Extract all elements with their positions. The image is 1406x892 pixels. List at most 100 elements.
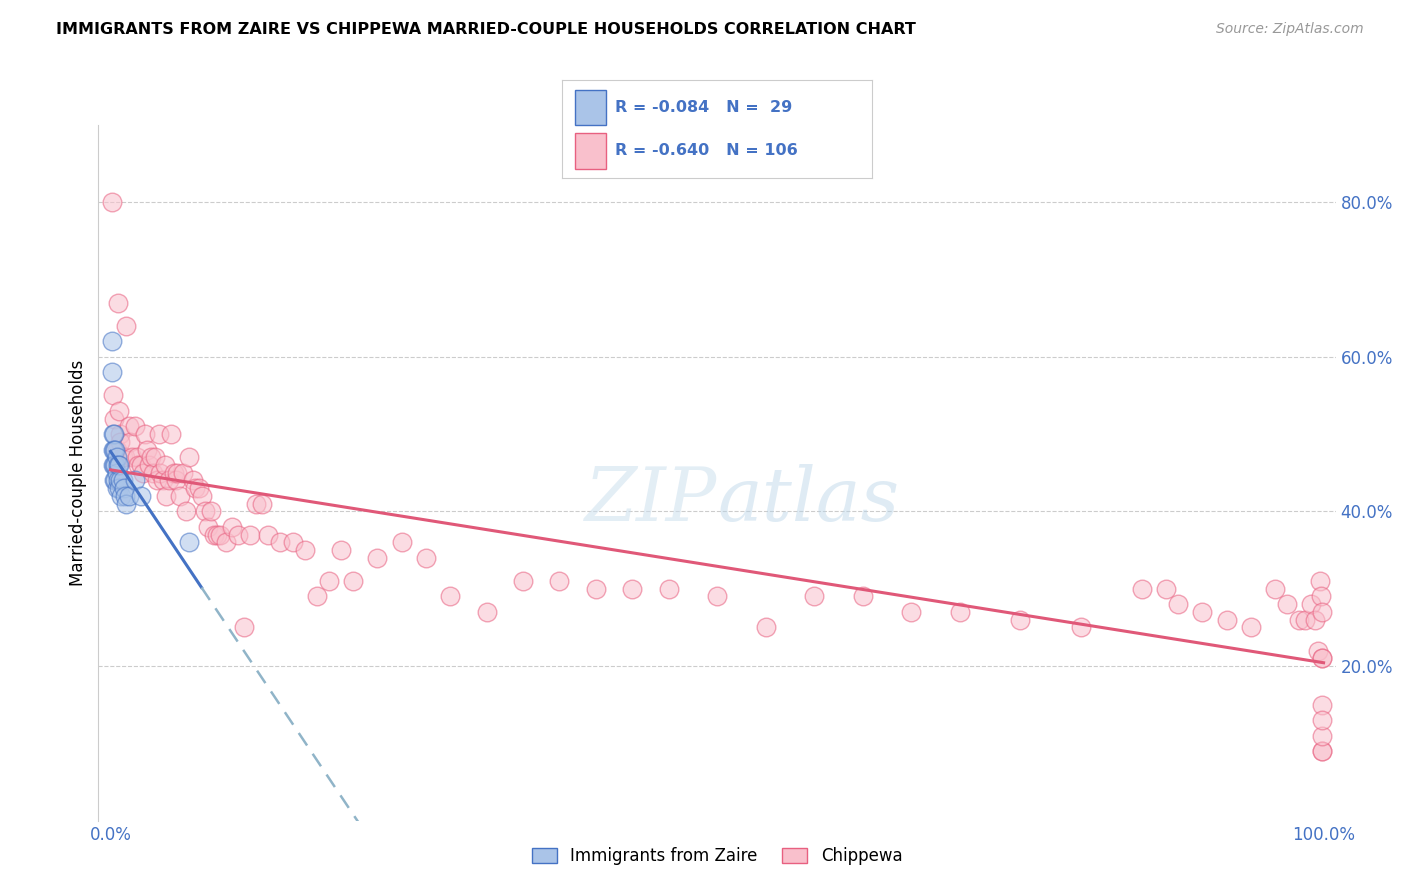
Point <box>1312 729 1334 743</box>
Point <box>245 497 267 511</box>
Point <box>585 582 607 596</box>
Point <box>100 334 122 349</box>
Point <box>475 605 498 619</box>
Text: atlas: atlas <box>717 465 900 537</box>
Point <box>157 474 180 488</box>
Point <box>1288 613 1310 627</box>
Point <box>129 458 152 472</box>
Point <box>138 458 160 472</box>
Point <box>108 458 131 472</box>
Point <box>149 466 172 480</box>
Point <box>115 497 138 511</box>
Point <box>1130 582 1153 596</box>
Point <box>391 535 413 549</box>
Point <box>215 535 238 549</box>
Point <box>142 466 165 480</box>
Point <box>257 527 280 541</box>
Point <box>706 590 728 604</box>
Point <box>134 427 156 442</box>
Point <box>1240 620 1263 634</box>
Point <box>152 474 174 488</box>
Point <box>104 474 127 488</box>
Point <box>318 574 340 588</box>
Point <box>548 574 571 588</box>
Point <box>104 458 127 472</box>
Point <box>103 442 125 457</box>
Point <box>127 458 149 472</box>
Point <box>342 574 364 588</box>
Point <box>1191 605 1213 619</box>
FancyBboxPatch shape <box>575 90 606 126</box>
Point <box>110 434 132 449</box>
Point <box>1310 590 1333 604</box>
Point <box>101 388 124 402</box>
Point <box>107 295 129 310</box>
Point <box>179 535 201 549</box>
Point <box>118 419 141 434</box>
Point <box>1312 744 1334 758</box>
Point <box>108 481 131 495</box>
Point <box>162 466 184 480</box>
Point <box>1303 613 1326 627</box>
Point <box>1312 713 1334 727</box>
Point <box>366 550 388 565</box>
Point <box>100 195 122 210</box>
Point <box>160 427 183 442</box>
Point <box>194 504 217 518</box>
Point <box>103 411 125 425</box>
Point <box>1312 698 1334 712</box>
Point <box>111 474 134 488</box>
Point <box>200 504 222 518</box>
Point <box>169 489 191 503</box>
Point <box>105 466 128 480</box>
Point <box>239 527 262 541</box>
Point <box>1309 574 1331 588</box>
Point <box>1301 597 1323 611</box>
Point <box>1215 613 1237 627</box>
Point <box>900 605 922 619</box>
Point <box>949 605 972 619</box>
Point <box>415 550 437 565</box>
Point <box>197 520 219 534</box>
Point <box>100 365 122 379</box>
Point <box>105 442 128 457</box>
Point <box>1154 582 1177 596</box>
Point <box>103 474 125 488</box>
Point <box>115 318 138 333</box>
Point <box>294 543 316 558</box>
Point <box>208 527 231 541</box>
Point <box>179 450 201 465</box>
Point <box>1167 597 1189 611</box>
Point <box>139 450 162 465</box>
Point <box>221 520 243 534</box>
Point <box>114 450 136 465</box>
Point <box>107 474 129 488</box>
Point <box>127 450 149 465</box>
Point <box>112 481 135 495</box>
Text: R = -0.640   N = 106: R = -0.640 N = 106 <box>614 144 797 159</box>
Point <box>105 481 128 495</box>
Point <box>1010 613 1032 627</box>
Point <box>1264 582 1286 596</box>
Point <box>207 527 229 541</box>
Point <box>281 535 304 549</box>
Point <box>330 543 353 558</box>
Text: ZIP: ZIP <box>585 465 717 537</box>
FancyBboxPatch shape <box>575 133 606 169</box>
Point <box>129 489 152 503</box>
Point <box>803 590 825 604</box>
Point <box>118 489 141 503</box>
Point <box>181 474 204 488</box>
Legend: Immigrants from Zaire, Chippewa: Immigrants from Zaire, Chippewa <box>524 840 910 871</box>
Point <box>101 442 124 457</box>
Point <box>104 442 127 457</box>
Point <box>110 427 132 442</box>
Point <box>155 489 177 503</box>
Point <box>305 590 328 604</box>
Point <box>124 474 146 488</box>
Point <box>124 419 146 434</box>
Text: IMMIGRANTS FROM ZAIRE VS CHIPPEWA MARRIED-COUPLE HOUSEHOLDS CORRELATION CHART: IMMIGRANTS FROM ZAIRE VS CHIPPEWA MARRIE… <box>56 22 917 37</box>
Point <box>1294 613 1316 627</box>
Point <box>121 450 143 465</box>
Point <box>174 504 197 518</box>
